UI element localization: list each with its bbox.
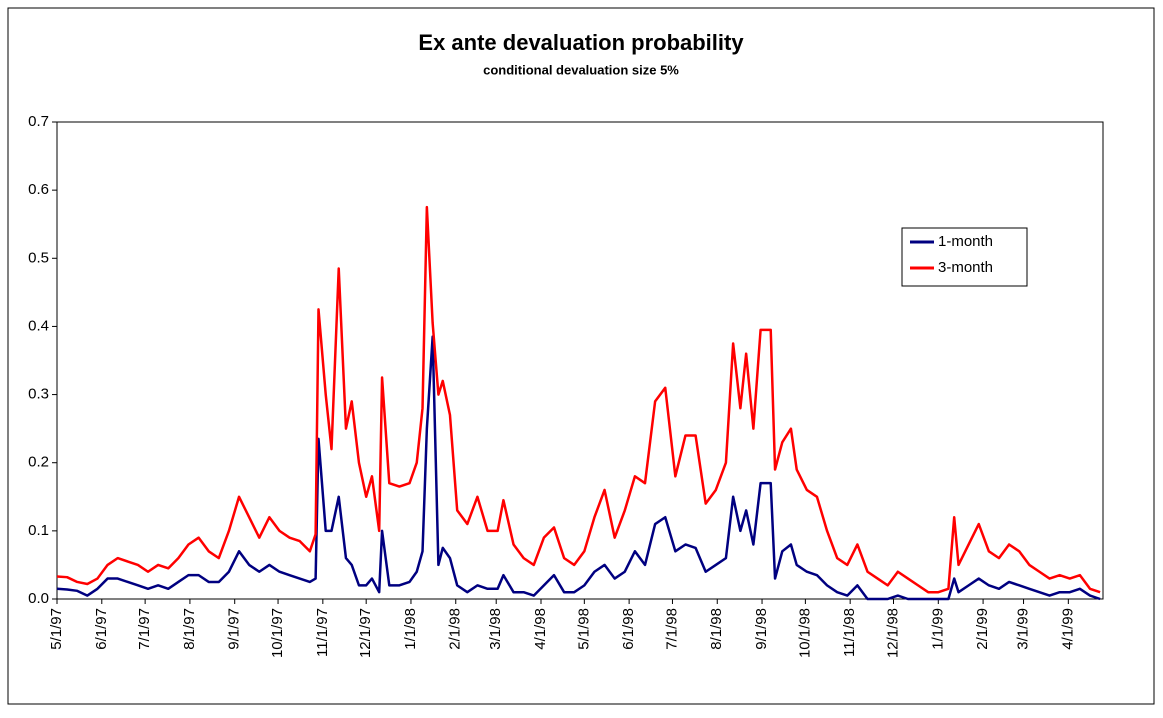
x-tick-label: 1/1/99 xyxy=(929,608,946,650)
x-tick-label: 1/1/98 xyxy=(402,608,419,650)
x-tick-label: 4/1/98 xyxy=(532,608,549,650)
x-tick-label: 3/1/99 xyxy=(1015,608,1032,650)
x-tick-label: 6/1/97 xyxy=(93,608,110,650)
y-tick-label: 0.2 xyxy=(28,454,49,471)
y-tick-label: 0.5 xyxy=(28,249,49,266)
y-tick-label: 0.0 xyxy=(28,590,49,607)
legend-box xyxy=(901,227,1028,287)
y-tick-label: 0.6 xyxy=(28,181,49,198)
x-tick-label: 7/1/98 xyxy=(663,608,680,650)
x-tick-label: 10/1/98 xyxy=(796,608,813,658)
x-tick-label: 7/1/97 xyxy=(136,608,153,650)
chart-title: Ex ante devaluation probability xyxy=(418,30,744,55)
series-line xyxy=(56,335,1101,601)
x-tick-label: 8/1/98 xyxy=(708,608,725,650)
y-tick-label: 0.4 xyxy=(28,317,49,334)
x-tick-label: 12/1/97 xyxy=(357,608,374,658)
x-tick-label: 6/1/98 xyxy=(620,608,637,650)
x-tick-label: 12/1/98 xyxy=(884,608,901,658)
y-tick-label: 0.1 xyxy=(28,522,49,539)
legend-label: 3-month xyxy=(938,259,993,276)
legend-label: 1-month xyxy=(938,233,993,250)
x-tick-label: 10/1/97 xyxy=(269,608,286,658)
chart-frame xyxy=(7,7,1155,705)
x-tick-label: 11/1/98 xyxy=(841,608,858,657)
x-tick-label: 5/1/98 xyxy=(575,608,592,650)
x-tick-label: 11/1/97 xyxy=(314,608,331,657)
x-tick-label: 9/1/97 xyxy=(226,608,243,650)
x-tick-label: 2/1/99 xyxy=(974,608,991,650)
x-tick-label: 3/1/98 xyxy=(487,608,504,650)
series-line xyxy=(56,205,1101,594)
y-tick-label: 0.7 xyxy=(28,113,49,130)
x-tick-label: 9/1/98 xyxy=(753,608,770,650)
x-tick-label: 4/1/99 xyxy=(1059,608,1076,650)
x-tick-label: 8/1/97 xyxy=(181,608,198,650)
y-tick-label: 0.3 xyxy=(28,386,49,403)
chart-subtitle: conditional devaluation size 5% xyxy=(483,62,679,77)
plot-area xyxy=(56,121,1104,600)
x-tick-label: 5/1/97 xyxy=(48,608,65,650)
x-tick-label: 2/1/98 xyxy=(447,608,464,650)
